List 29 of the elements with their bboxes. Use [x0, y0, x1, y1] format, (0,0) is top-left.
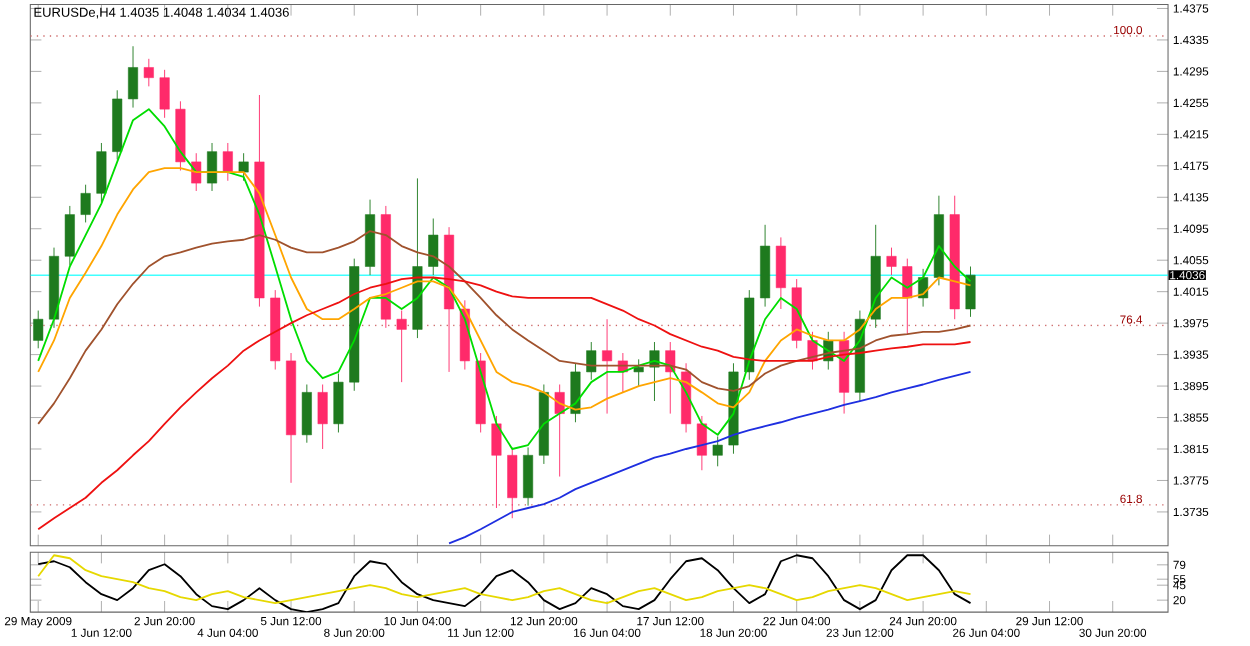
- candlestick: [143, 58, 154, 87]
- candlestick: [902, 258, 913, 335]
- candlestick: [712, 435, 723, 467]
- candlestick: [33, 310, 44, 349]
- candlestick: [507, 447, 518, 519]
- candlestick: [586, 341, 597, 381]
- candlestick: [301, 384, 312, 444]
- candlestick: [602, 318, 613, 415]
- candlestick: [222, 142, 233, 182]
- candlestick: [238, 152, 249, 182]
- candlestick: [570, 362, 581, 423]
- candlestick: [396, 310, 407, 383]
- candlestick: [696, 415, 707, 471]
- candlestick: [491, 415, 502, 509]
- candlestick: [207, 142, 218, 192]
- candlestick: [428, 218, 439, 276]
- candlestick: [554, 384, 565, 478]
- candlestick: [96, 142, 107, 203]
- candlestick: [333, 373, 344, 433]
- candlestick: [965, 266, 976, 318]
- candlestick: [633, 358, 644, 387]
- candlestick: [317, 384, 328, 450]
- candlestick: [886, 247, 897, 276]
- candlestick: [80, 184, 91, 223]
- candlestick: [64, 205, 75, 266]
- candlestick: [523, 447, 534, 507]
- candlestick: [128, 45, 139, 109]
- candlestick: [159, 69, 170, 119]
- candlestick: [775, 236, 786, 310]
